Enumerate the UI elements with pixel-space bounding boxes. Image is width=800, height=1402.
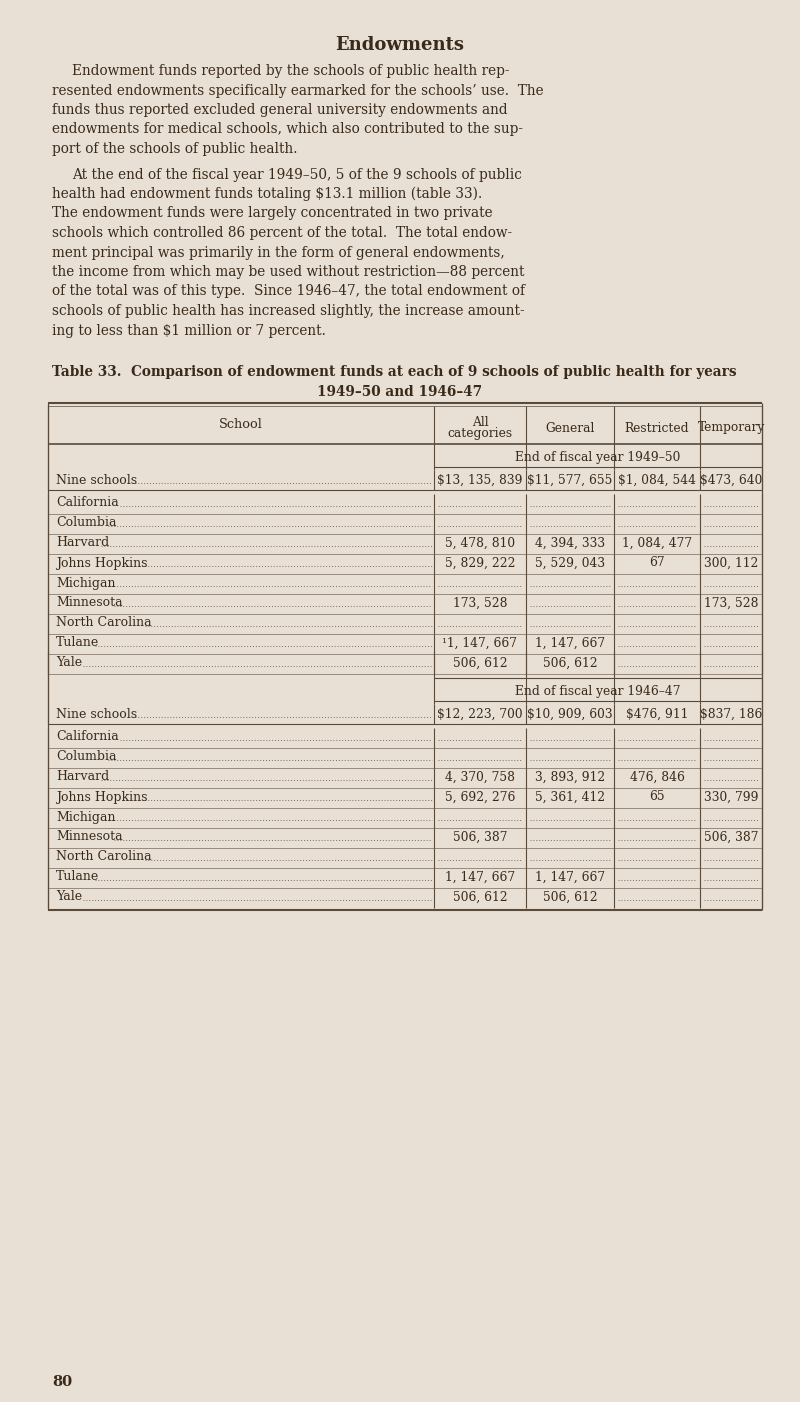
Text: End of fiscal year 1949–50: End of fiscal year 1949–50 xyxy=(515,450,681,464)
Text: Restricted: Restricted xyxy=(625,422,690,435)
Text: resented endowments specifically earmarked for the schools’ use.  The: resented endowments specifically earmark… xyxy=(52,84,544,98)
Text: 476, 846: 476, 846 xyxy=(630,771,685,784)
Text: $11, 577, 655: $11, 577, 655 xyxy=(527,474,613,486)
Text: 330, 799: 330, 799 xyxy=(704,791,758,803)
Text: endowments for medical schools, which also contributed to the sup-: endowments for medical schools, which al… xyxy=(52,122,523,136)
Text: Temporary: Temporary xyxy=(698,422,765,435)
Text: 173, 528: 173, 528 xyxy=(704,596,758,610)
Text: 506, 612: 506, 612 xyxy=(542,656,598,670)
Text: Endowments: Endowments xyxy=(335,36,465,55)
Text: 5, 361, 412: 5, 361, 412 xyxy=(535,791,605,803)
Text: of the total was of this type.  Since 1946–47, the total endowment of: of the total was of this type. Since 194… xyxy=(52,285,525,299)
Text: $837, 186: $837, 186 xyxy=(700,708,762,721)
Text: School: School xyxy=(219,418,263,430)
Text: health had endowment funds totaling $13.1 million (table 33).: health had endowment funds totaling $13.… xyxy=(52,186,482,202)
Text: 4, 394, 333: 4, 394, 333 xyxy=(535,537,605,550)
Text: 1, 147, 667: 1, 147, 667 xyxy=(535,871,605,883)
Text: 506, 612: 506, 612 xyxy=(453,890,507,903)
Text: 1, 084, 477: 1, 084, 477 xyxy=(622,537,692,550)
Text: California: California xyxy=(56,730,118,743)
Text: Harvard: Harvard xyxy=(56,537,110,550)
Text: schools which controlled 86 percent of the total.  The total endow-: schools which controlled 86 percent of t… xyxy=(52,226,512,240)
Text: At the end of the fiscal year 1949–50, 5 of the 9 schools of public: At the end of the fiscal year 1949–50, 5… xyxy=(72,167,522,181)
Text: 5, 692, 276: 5, 692, 276 xyxy=(445,791,515,803)
Text: 506, 387: 506, 387 xyxy=(704,830,758,844)
Text: ¹1, 147, 667: ¹1, 147, 667 xyxy=(442,637,518,649)
Text: All: All xyxy=(472,415,488,429)
Text: California: California xyxy=(56,496,118,509)
Text: Minnesota: Minnesota xyxy=(56,830,122,844)
Text: 4, 370, 758: 4, 370, 758 xyxy=(445,771,515,784)
Text: 5, 478, 810: 5, 478, 810 xyxy=(445,537,515,550)
Text: Nine schools: Nine schools xyxy=(56,474,137,486)
Text: Johns Hopkins: Johns Hopkins xyxy=(56,557,147,569)
Text: Johns Hopkins: Johns Hopkins xyxy=(56,791,147,803)
Text: 1949–50 and 1946–47: 1949–50 and 1946–47 xyxy=(318,384,482,398)
Text: $12, 223, 700: $12, 223, 700 xyxy=(437,708,523,721)
Text: $473, 640: $473, 640 xyxy=(700,474,762,486)
Text: 300, 112: 300, 112 xyxy=(704,557,758,569)
Text: Michigan: Michigan xyxy=(56,576,115,589)
Text: 506, 612: 506, 612 xyxy=(542,890,598,903)
Text: 1, 147, 667: 1, 147, 667 xyxy=(535,637,605,649)
Text: Michigan: Michigan xyxy=(56,810,115,823)
Text: $1, 084, 544: $1, 084, 544 xyxy=(618,474,696,486)
Text: Table 33.  Comparison of endowment funds at each of 9 schools of public health f: Table 33. Comparison of endowment funds … xyxy=(52,365,737,379)
Text: Endowment funds reported by the schools of public health rep-: Endowment funds reported by the schools … xyxy=(72,64,510,79)
Text: North Carolina: North Carolina xyxy=(56,617,152,629)
Text: $10, 909, 603: $10, 909, 603 xyxy=(527,708,613,721)
Text: the income from which may be used without restriction—88 percent: the income from which may be used withou… xyxy=(52,265,525,279)
Text: 67: 67 xyxy=(649,557,665,569)
Text: funds thus reported excluded general university endowments and: funds thus reported excluded general uni… xyxy=(52,102,508,116)
Text: Tulane: Tulane xyxy=(56,637,99,649)
Text: Tulane: Tulane xyxy=(56,871,99,883)
Text: End of fiscal year 1946–47: End of fiscal year 1946–47 xyxy=(515,684,681,698)
Text: 506, 612: 506, 612 xyxy=(453,656,507,670)
Text: Yale: Yale xyxy=(56,890,82,903)
Text: 3, 893, 912: 3, 893, 912 xyxy=(535,771,605,784)
Text: 1, 147, 667: 1, 147, 667 xyxy=(445,871,515,883)
Text: port of the schools of public health.: port of the schools of public health. xyxy=(52,142,298,156)
Text: $13, 135, 839: $13, 135, 839 xyxy=(438,474,522,486)
Text: General: General xyxy=(546,422,594,435)
Text: ment principal was primarily in the form of general endowments,: ment principal was primarily in the form… xyxy=(52,245,505,259)
Text: schools of public health has increased slightly, the increase amount-: schools of public health has increased s… xyxy=(52,304,525,318)
Text: 5, 529, 043: 5, 529, 043 xyxy=(535,557,605,569)
Text: North Carolina: North Carolina xyxy=(56,851,152,864)
Text: 173, 528: 173, 528 xyxy=(453,596,507,610)
Text: 80: 80 xyxy=(52,1375,72,1389)
Text: The endowment funds were largely concentrated in two private: The endowment funds were largely concent… xyxy=(52,206,493,220)
Text: Columbia: Columbia xyxy=(56,516,117,530)
Text: ing to less than $1 million or 7 percent.: ing to less than $1 million or 7 percent… xyxy=(52,324,326,338)
Text: 65: 65 xyxy=(649,791,665,803)
Text: 506, 387: 506, 387 xyxy=(453,830,507,844)
Text: Nine schools: Nine schools xyxy=(56,708,137,721)
Text: Harvard: Harvard xyxy=(56,771,110,784)
Text: 5, 829, 222: 5, 829, 222 xyxy=(445,557,515,569)
Text: Yale: Yale xyxy=(56,656,82,670)
Text: categories: categories xyxy=(447,426,513,439)
Text: Minnesota: Minnesota xyxy=(56,596,122,610)
Text: Columbia: Columbia xyxy=(56,750,117,764)
Text: $476, 911: $476, 911 xyxy=(626,708,688,721)
